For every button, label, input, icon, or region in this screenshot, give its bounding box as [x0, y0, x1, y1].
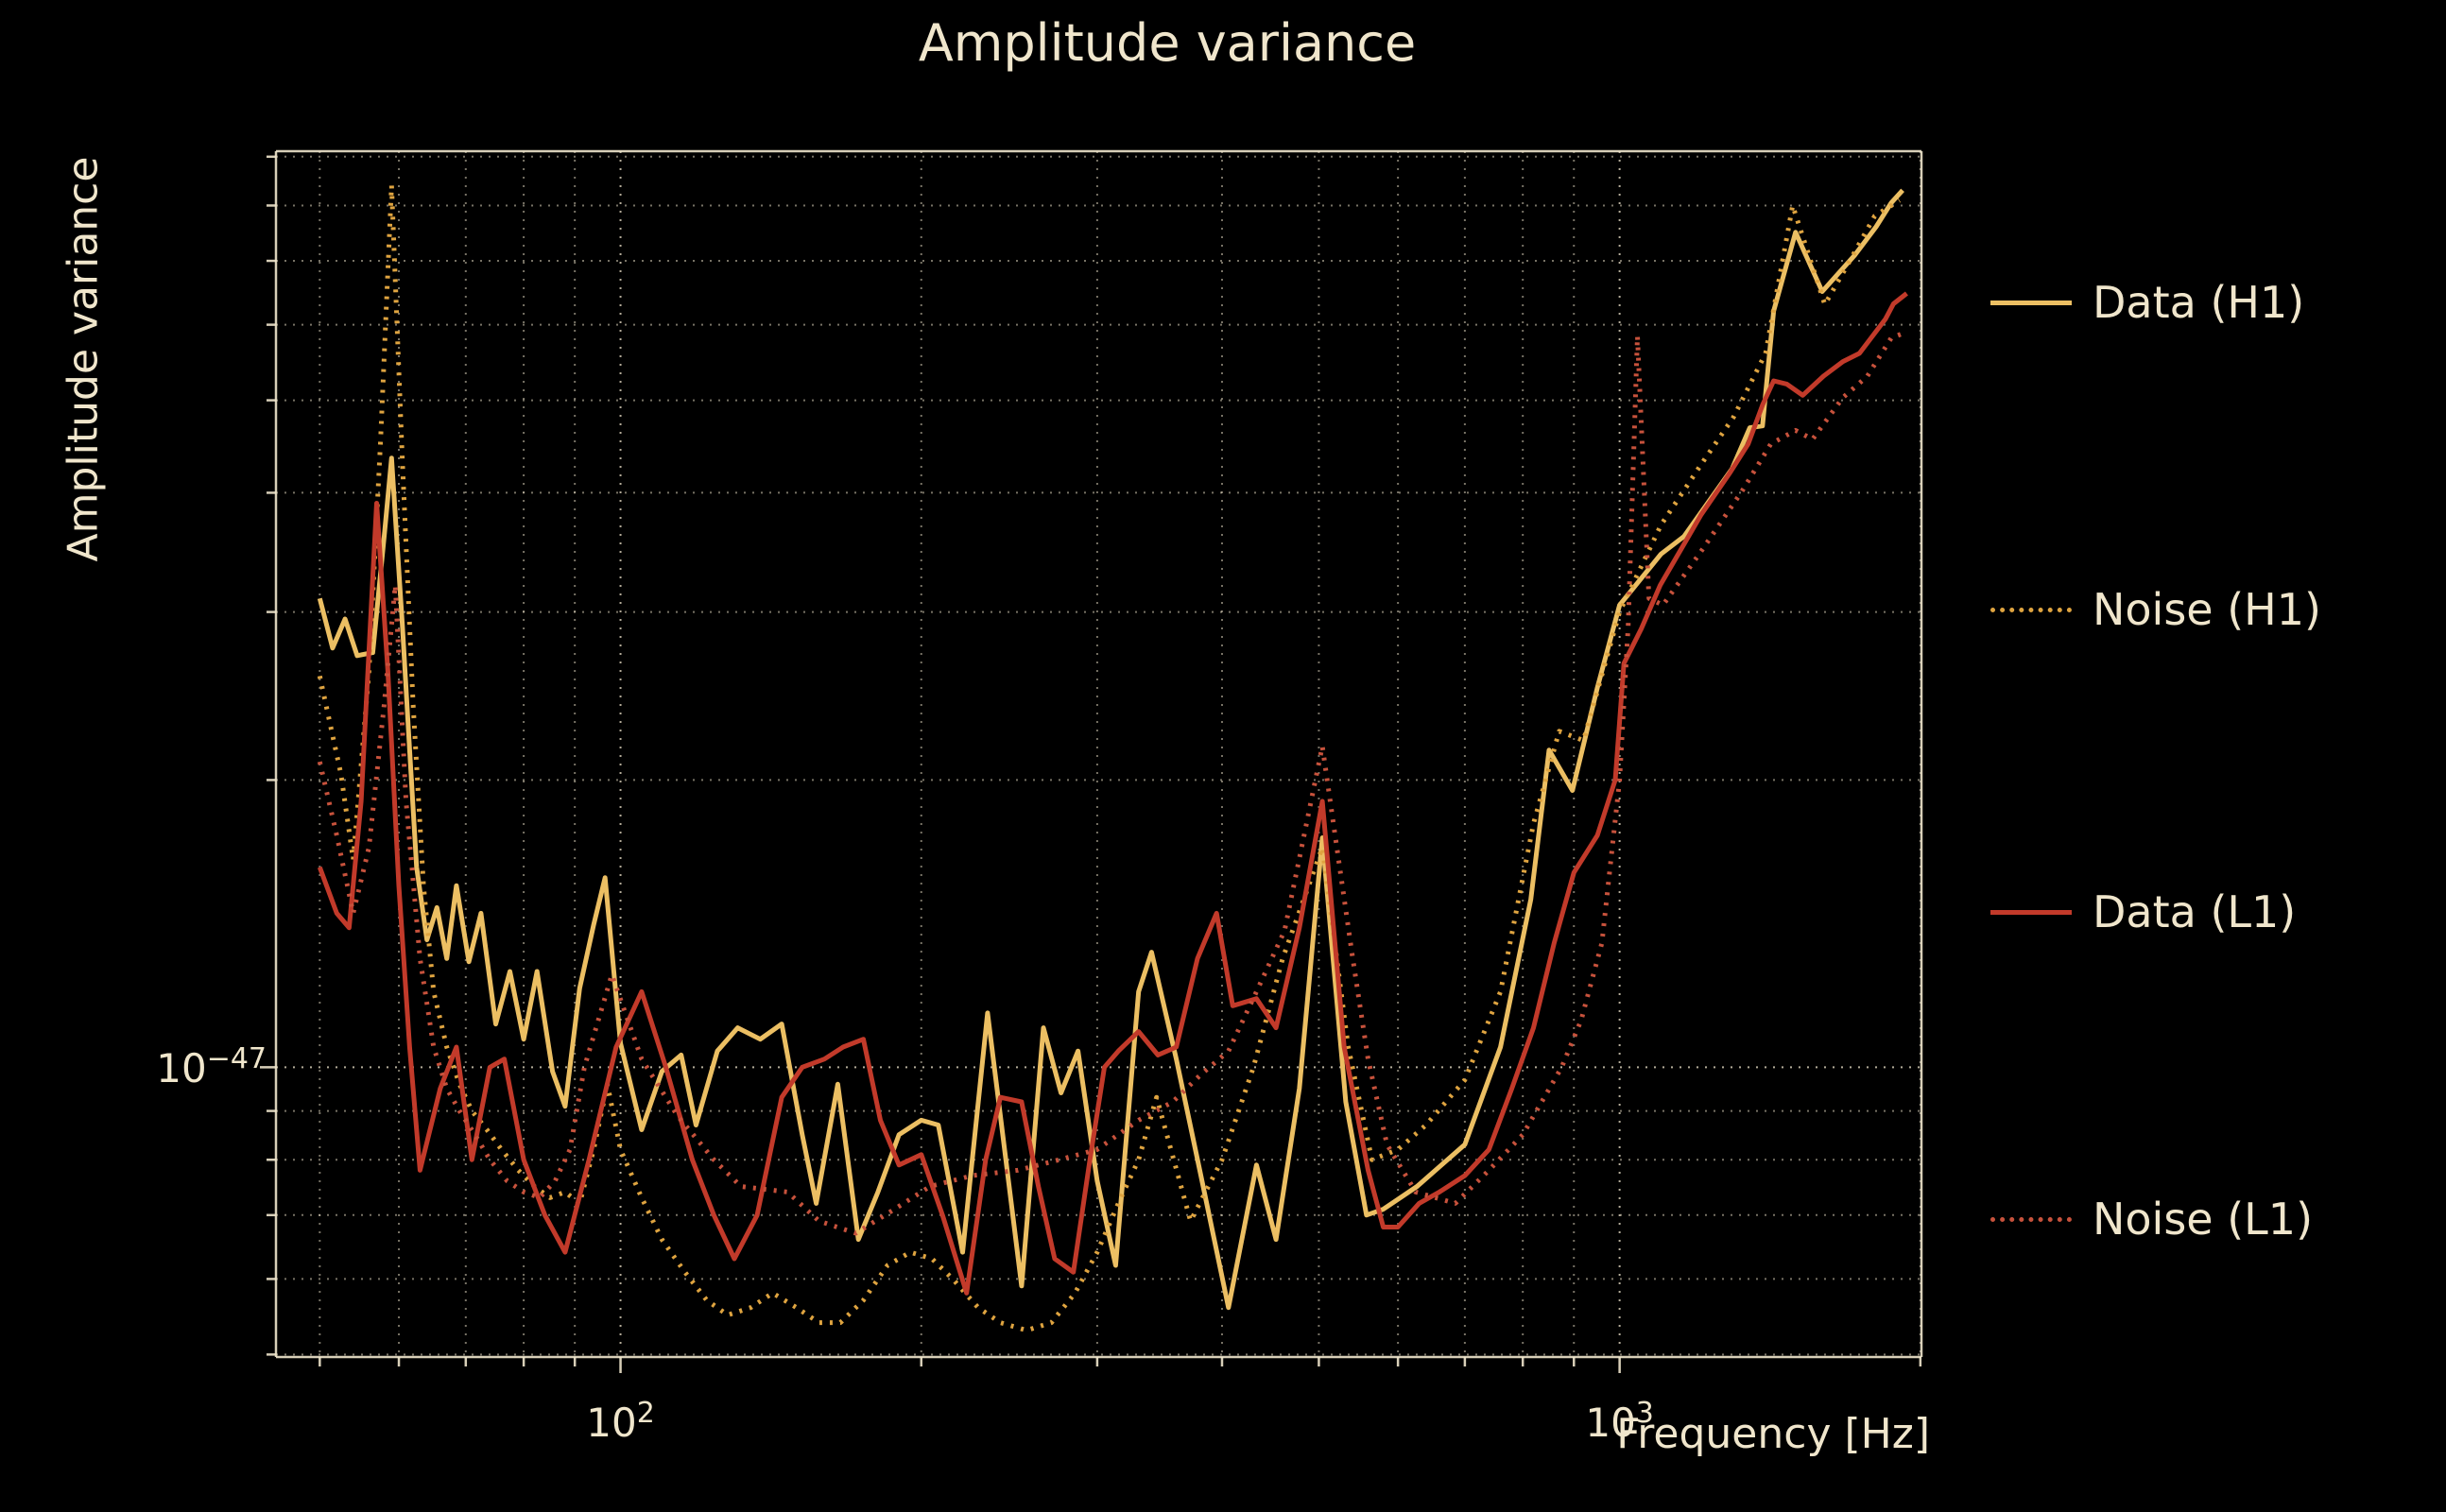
x-axis-label: Frequency [Hz]	[1616, 1410, 1930, 1458]
chart-title: Amplitude variance	[918, 13, 1417, 73]
series-noise-h1-	[317, 182, 1902, 1333]
legend-item-data-l1-: Data (L1)	[1990, 886, 2296, 937]
legend-line-sample	[1990, 300, 2072, 305]
legend-item-noise-l1-: Noise (L1)	[1990, 1194, 2313, 1245]
legend-item-noise-h1-: Noise (H1)	[1990, 584, 2321, 635]
legend-label: Noise (L1)	[2093, 1194, 2314, 1245]
legend-label: Data (L1)	[2093, 886, 2297, 937]
series-data-l1-	[317, 291, 1908, 1296]
legend-line-sample	[1990, 909, 2072, 915]
x-tick-label: 102	[586, 1397, 655, 1446]
legend-label: Noise (H1)	[2093, 584, 2321, 635]
series-noise-l1-	[317, 329, 1908, 1236]
y-axis-label: Amplitude variance	[59, 156, 108, 562]
legend-line-sample	[1990, 1216, 2072, 1222]
y-tick-label: 10−47	[156, 1042, 267, 1092]
legend-line-sample	[1990, 607, 2072, 612]
legend-label: Data (H1)	[2093, 277, 2305, 328]
x-tick-label: 103	[1585, 1397, 1654, 1446]
legend-item-data-h1-: Data (H1)	[1990, 277, 2304, 328]
series-data-h1-	[317, 188, 1904, 1311]
